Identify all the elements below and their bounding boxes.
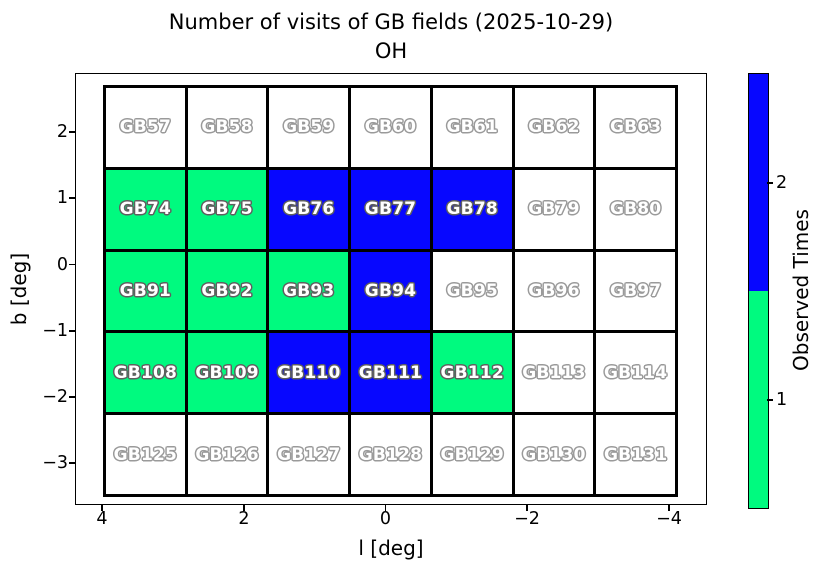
grid-cell-gb93: GB93: [269, 251, 349, 331]
colorbar-tick-mark: [767, 182, 773, 184]
y-tick-mark: [69, 131, 75, 133]
grid-cell-gb57: GB57: [106, 88, 185, 167]
x-tick-label: 0: [379, 509, 392, 529]
grid-cell-gb92: GB92: [187, 251, 267, 331]
grid-cell-gb97: GB97: [596, 251, 675, 331]
grid-cell-gb113: GB113: [514, 333, 594, 413]
grid-cell-gb58: GB58: [187, 88, 267, 167]
grid-cell-gb75: GB75: [187, 169, 267, 249]
grid-cell-gb126: GB126: [187, 415, 267, 494]
grid-cell-gb60: GB60: [351, 88, 430, 167]
x-tick-label: 2: [238, 509, 250, 529]
y-tick-label: 1: [56, 188, 68, 208]
grid-cell-gb125: GB125: [106, 415, 185, 494]
grid-cell-gb59: GB59: [269, 88, 349, 167]
grid-cell-gb110: GB110: [269, 333, 349, 413]
x-tick-label: −2: [514, 509, 540, 529]
y-tick-mark: [69, 197, 75, 199]
colorbar-tick-label: 1: [776, 390, 788, 410]
y-tick-mark: [69, 330, 75, 332]
grid-cell-gb130: GB130: [514, 415, 594, 494]
x-tick-label: −4: [656, 509, 682, 529]
y-tick-mark: [69, 396, 75, 398]
grid-cell-gb114: GB114: [596, 333, 675, 413]
field-grid: GB57 GB58 GB59 GB60 GB61 GB62 GB63 GB74 GB75 GB76…: [103, 85, 678, 497]
grid-cell-gb80: GB80: [596, 169, 675, 249]
colorbar-tick-mark: [767, 399, 773, 401]
chart-title: Number of visits of GB fields (2025-10-2…: [168, 10, 614, 34]
colorbar-segment-1-visit: [749, 291, 768, 508]
y-tick-mark: [69, 263, 75, 266]
grid-cell-gb127: GB127: [269, 415, 349, 494]
grid-cell-gb128: GB128: [351, 415, 430, 494]
grid-cell-gb94: GB94: [351, 251, 430, 331]
y-tick-label: −1: [42, 321, 68, 341]
x-tick-mark: [668, 505, 670, 511]
grid-cell-gb79: GB79: [514, 169, 594, 249]
x-axis-label: l [deg]: [358, 536, 424, 560]
y-tick-label: 0: [56, 254, 68, 275]
x-tick-mark: [243, 505, 245, 511]
x-tick-mark: [384, 505, 387, 511]
grid-cell-gb77: GB77: [351, 169, 430, 249]
colorbar-segment-2-visits: [749, 74, 768, 291]
y-axis-label: b [deg]: [7, 252, 31, 326]
grid-cell-gb74: GB74: [106, 169, 185, 249]
x-tick-label: 4: [96, 509, 108, 529]
y-tick-label: −2: [42, 387, 68, 407]
grid-cell-gb129: GB129: [432, 415, 512, 494]
grid-cell-gb108: GB108: [106, 333, 185, 413]
grid-cell-gb96: GB96: [514, 251, 594, 331]
y-tick-label: −3: [42, 453, 68, 473]
grid-cell-gb111: GB111: [351, 333, 430, 413]
grid-cell-gb63: GB63: [596, 88, 675, 167]
y-tick-mark: [69, 462, 75, 464]
y-tick-label: 2: [56, 122, 68, 142]
chart-subtitle: OH: [374, 39, 408, 63]
colorbar-label: Observed Times: [789, 209, 813, 371]
grid-cell-gb131: GB131: [596, 415, 675, 494]
colorbar: [748, 73, 769, 509]
grid-cell-gb112: GB112: [432, 333, 512, 413]
grid-cell-gb78: GB78: [432, 169, 512, 249]
grid-cell-gb62: GB62: [514, 88, 594, 167]
x-tick-mark: [526, 505, 528, 511]
grid-cell-gb95: GB95: [432, 251, 512, 331]
grid-cell-gb61: GB61: [432, 88, 512, 167]
grid-cell-gb76: GB76: [269, 169, 349, 249]
grid-cell-gb91: GB91: [106, 251, 185, 331]
colorbar-tick-label: 2: [776, 173, 788, 193]
grid-cell-gb109: GB109: [187, 333, 267, 413]
x-tick-mark: [101, 505, 103, 511]
